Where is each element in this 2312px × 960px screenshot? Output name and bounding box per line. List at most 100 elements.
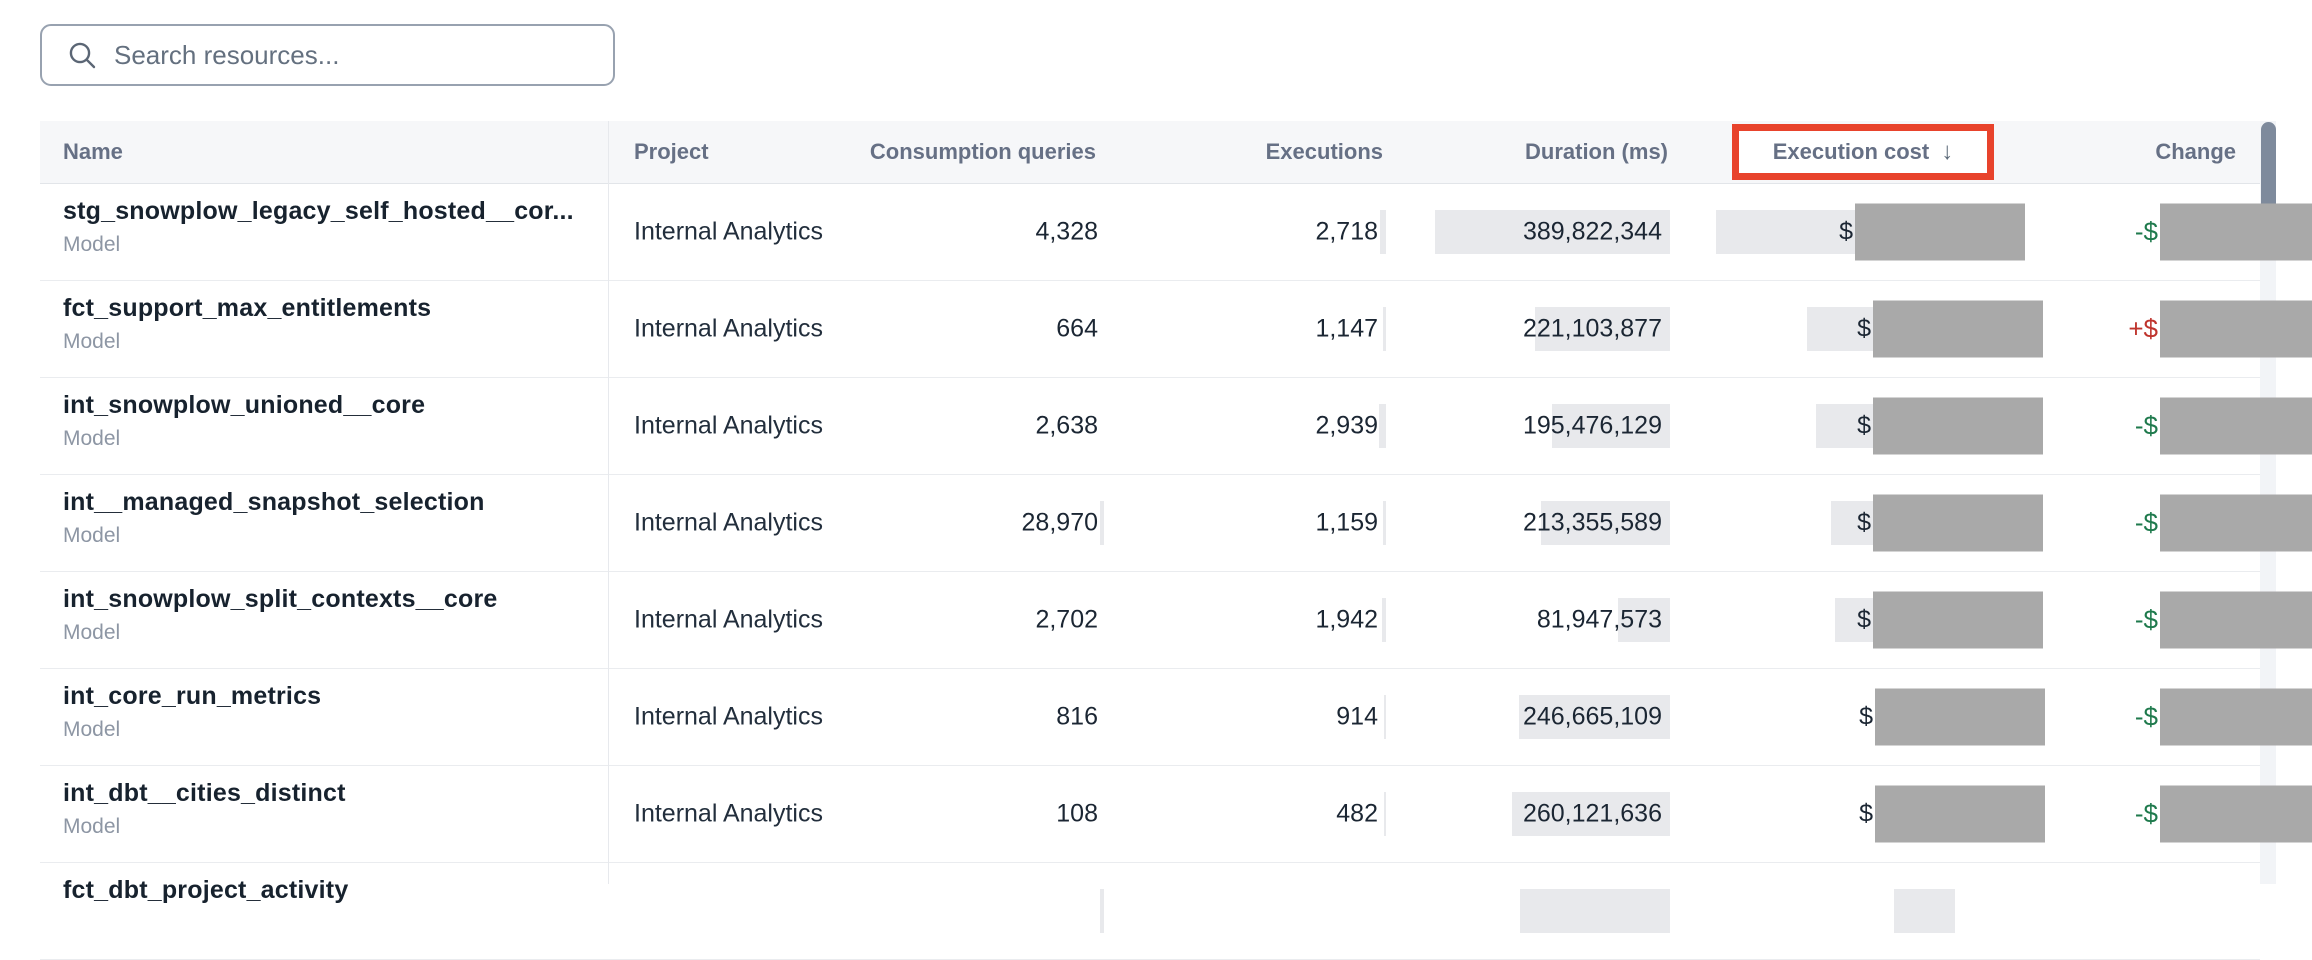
column-header-duration[interactable]: Duration (ms) — [1525, 139, 1668, 164]
executions-cell: 482 — [1336, 799, 1378, 828]
resources-table: Name Project Consumption queries Executi… — [40, 121, 2312, 960]
resource-name-link[interactable]: int_dbt__cities_distinct — [63, 779, 346, 807]
project-cell: Internal Analytics — [634, 702, 823, 731]
consumption-queries-cell: 2,702 — [1035, 605, 1098, 634]
resource-type-label: Model — [63, 815, 121, 838]
duration-value-bar — [1535, 307, 1670, 351]
duration-cell: 246,665,109 — [1522, 702, 1662, 731]
executions-cell: 1,159 — [1315, 508, 1378, 537]
cost-currency-sign: $ — [1839, 217, 1853, 246]
change-sign: -$ — [2134, 604, 2158, 635]
column-header-execution-cost[interactable]: Execution cost — [1772, 139, 1930, 164]
change-redaction-block — [2160, 203, 2312, 261]
change-redaction-block — [2160, 785, 2312, 843]
duration-value-bar — [1552, 404, 1670, 448]
resource-type-label: Model — [63, 621, 121, 644]
duration-value-bar — [1512, 792, 1670, 836]
column-header-name[interactable]: Name — [63, 139, 123, 164]
search-icon — [69, 42, 96, 69]
resource-name-link[interactable]: int_snowplow_split_contexts__core — [63, 585, 498, 613]
table-header: Name Project Consumption queries Executi… — [40, 121, 2260, 184]
table-row[interactable]: fct_support_max_entitlements Model Interna… — [40, 281, 2312, 378]
change-sign: -$ — [2134, 507, 2158, 538]
resource-name-link[interactable]: fct_support_max_entitlements — [63, 294, 432, 322]
column-header-project[interactable]: Project — [634, 139, 709, 164]
column-header-consumption-queries[interactable]: Consumption queries — [869, 139, 1096, 164]
project-cell: Internal Analytics — [634, 799, 823, 828]
duration-cell: 81,947,573 — [1536, 605, 1662, 634]
column-header-executions[interactable]: Executions — [1265, 139, 1383, 164]
resource-name-link[interactable]: int_core_run_metrics — [63, 682, 322, 710]
cost-redaction-block — [1873, 494, 2043, 552]
cost-currency-sign: $ — [1857, 508, 1871, 537]
resource-type-label: Model — [63, 524, 121, 547]
executions-cell: 2,939 — [1315, 411, 1378, 440]
resource-name-link[interactable]: int__managed_snapshot_selection — [63, 488, 485, 516]
executions-cell: 1,147 — [1315, 314, 1378, 343]
duration-value-bar — [1520, 889, 1670, 933]
cost-redaction-block — [1873, 300, 2043, 358]
change-sign: -$ — [2134, 410, 2158, 441]
duration-cell: 221,103,877 — [1522, 314, 1662, 343]
project-cell: Internal Analytics — [634, 217, 823, 246]
change-redaction-block — [2160, 591, 2312, 649]
project-cell: Internal Analytics — [634, 314, 823, 343]
table-row[interactable]: fct_dbt_project_activity — [40, 863, 2260, 960]
column-divider — [608, 121, 609, 884]
executions-value-bar — [1379, 404, 1386, 448]
table-row[interactable]: int_snowplow_split_contexts__core Model In… — [40, 572, 2312, 669]
resource-type-label: Model — [63, 427, 121, 450]
cost-currency-sign: $ — [1857, 605, 1871, 634]
consumption-value-bar — [1100, 501, 1104, 545]
annotation-highlight-box: Execution cost ↓ — [1732, 124, 1994, 180]
resource-type-label: Model — [63, 718, 121, 741]
search-input[interactable] — [114, 39, 594, 71]
cost-redaction-block — [1873, 591, 2043, 649]
duration-cell: 213,355,589 — [1522, 508, 1662, 537]
executions-value-bar — [1383, 501, 1386, 545]
resource-name-link[interactable]: int_snowplow_unioned__core — [63, 391, 426, 419]
project-cell: Internal Analytics — [634, 411, 823, 440]
consumption-queries-cell: 4,328 — [1035, 217, 1098, 246]
table-row[interactable]: int__managed_snapshot_selection Model Inte… — [40, 475, 2312, 572]
column-header-change[interactable]: Change — [2155, 139, 2236, 164]
project-cell: Internal Analytics — [634, 508, 823, 537]
consumption-queries-cell: 28,970 — [1021, 508, 1098, 537]
scrollbar-thumb[interactable] — [2261, 122, 2276, 214]
resource-type-label: Model — [63, 330, 121, 353]
resource-type-label: Model — [63, 233, 121, 256]
table-row[interactable]: int_dbt__cities_distinct Model Internal An… — [40, 766, 2312, 863]
consumption-queries-cell: 2,638 — [1035, 411, 1098, 440]
change-redaction-block — [2160, 300, 2312, 358]
project-cell: Internal Analytics — [634, 605, 823, 634]
consumption-queries-cell: 816 — [1056, 702, 1098, 731]
executions-cell: 2,718 — [1315, 217, 1378, 246]
table-row[interactable]: int_snowplow_unioned__core Model Internal … — [40, 378, 2312, 475]
change-redaction-block — [2160, 688, 2312, 746]
executions-value-bar — [1384, 695, 1386, 739]
search-box[interactable] — [40, 24, 615, 86]
change-sign: -$ — [2134, 216, 2158, 247]
resource-name-link[interactable]: stg_snowplow_legacy_self_hosted__cor... — [63, 197, 574, 225]
table-row[interactable]: int_core_run_metrics Model Internal Analyt… — [40, 669, 2312, 766]
executions-value-bar — [1380, 210, 1386, 254]
change-sign: -$ — [2134, 701, 2158, 732]
consumption-value-bar — [1100, 889, 1104, 933]
duration-cell: 389,822,344 — [1522, 217, 1662, 246]
executions-value-bar — [1383, 307, 1386, 351]
change-redaction-block — [2160, 397, 2312, 455]
executions-value-bar — [1382, 598, 1386, 642]
duration-cell: 195,476,129 — [1522, 411, 1662, 440]
cost-currency-sign: $ — [1859, 702, 1873, 731]
cost-currency-sign: $ — [1857, 314, 1871, 343]
duration-cell: 260,121,636 — [1522, 799, 1662, 828]
cost-currency-sign: $ — [1859, 799, 1873, 828]
consumption-queries-cell: 664 — [1056, 314, 1098, 343]
duration-value-bar — [1618, 598, 1670, 642]
cost-redaction-block — [1873, 397, 2043, 455]
resource-name-link[interactable]: fct_dbt_project_activity — [63, 876, 349, 904]
table-row[interactable]: stg_snowplow_legacy_self_hosted__cor... M… — [40, 184, 2312, 281]
sort-descending-icon[interactable]: ↓ — [1941, 138, 1954, 165]
cost-value-bar — [1894, 889, 1955, 933]
duration-value-bar — [1435, 210, 1670, 254]
